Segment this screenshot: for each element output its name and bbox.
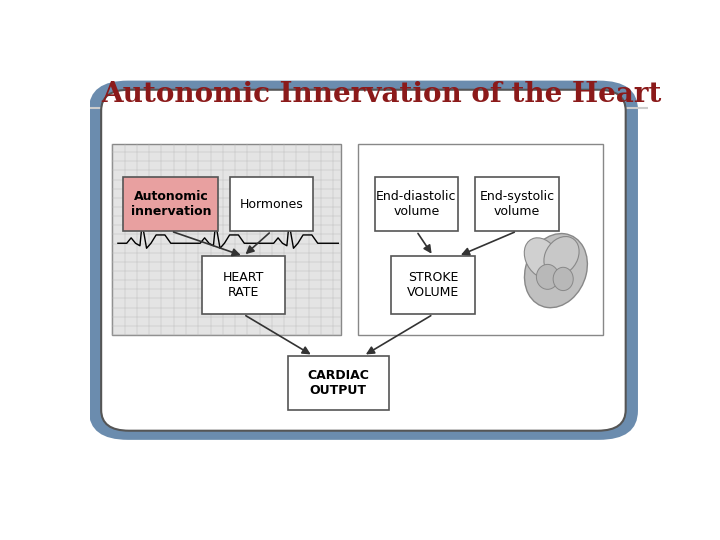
Text: End-diastolic
volume: End-diastolic volume: [376, 190, 456, 218]
Ellipse shape: [536, 265, 559, 289]
FancyBboxPatch shape: [230, 177, 313, 231]
FancyBboxPatch shape: [374, 177, 459, 231]
Ellipse shape: [544, 237, 579, 275]
Ellipse shape: [553, 267, 573, 291]
FancyBboxPatch shape: [288, 356, 389, 410]
Text: End-systolic
volume: End-systolic volume: [480, 190, 554, 218]
Text: Autonomic Innervation of the Heart: Autonomic Innervation of the Heart: [101, 82, 662, 109]
Text: STROKE
VOLUME: STROKE VOLUME: [407, 271, 459, 299]
FancyBboxPatch shape: [124, 177, 218, 231]
FancyBboxPatch shape: [89, 80, 638, 440]
FancyBboxPatch shape: [392, 256, 475, 314]
Text: HEART
RATE: HEART RATE: [222, 271, 264, 299]
FancyBboxPatch shape: [358, 144, 603, 335]
Ellipse shape: [524, 234, 588, 308]
FancyBboxPatch shape: [202, 256, 285, 314]
FancyBboxPatch shape: [101, 90, 626, 431]
Text: CARDIAC
OUTPUT: CARDIAC OUTPUT: [307, 369, 369, 397]
FancyBboxPatch shape: [475, 177, 559, 231]
Ellipse shape: [524, 238, 559, 279]
FancyBboxPatch shape: [112, 144, 341, 335]
Text: Autonomic
innervation: Autonomic innervation: [130, 190, 211, 218]
Text: Hormones: Hormones: [240, 198, 303, 211]
